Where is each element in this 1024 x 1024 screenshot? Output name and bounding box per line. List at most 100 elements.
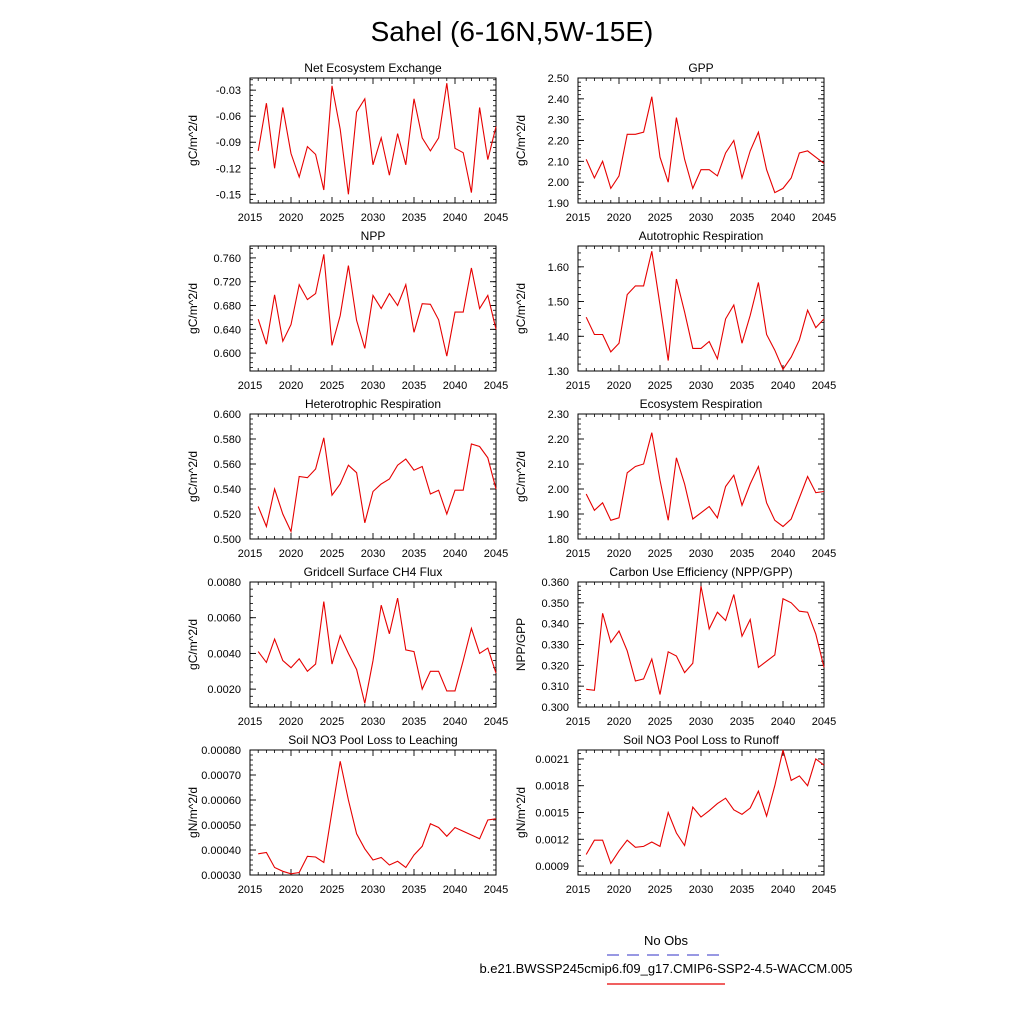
y-tick-label: 0.0012 — [535, 834, 569, 846]
y-axis-label: gC/m^2/d — [186, 451, 200, 502]
y-tick-label: 0.00040 — [201, 845, 241, 857]
chart-panel-8: Carbon Use Efficiency (NPP/GPP) NPP/GPP 20… — [514, 565, 836, 728]
x-tick-label: 2020 — [607, 548, 631, 560]
x-tick-label: 2020 — [607, 212, 631, 224]
y-tick-label: 0.350 — [541, 598, 569, 610]
x-tick-label: 2040 — [771, 716, 795, 728]
x-tick-label: 2035 — [730, 380, 754, 392]
chart-title: NPP — [361, 229, 386, 243]
x-tick-label: 2020 — [279, 716, 303, 728]
y-tick-label: 0.600 — [213, 348, 241, 360]
y-axis-label: gN/m^2/d — [186, 787, 200, 838]
y-tick-label: 0.00080 — [201, 745, 241, 757]
y-tick-label: 0.0020 — [207, 684, 241, 696]
x-tick-label: 2025 — [648, 884, 672, 896]
y-tick-label: 2.00 — [548, 484, 569, 496]
legend-model-label: b.e21.BWSSP245cmip6.f09_g17.CMIP6-SSP2-4… — [479, 961, 852, 976]
chart-panel-6: Ecosystem Respiration gC/m^2/d 2015 2020 202… — [514, 397, 836, 560]
x-tick-label: 2020 — [607, 716, 631, 728]
plot-frame — [249, 749, 497, 876]
x-tick-label: 2030 — [689, 212, 713, 224]
x-tick-label: 2020 — [607, 380, 631, 392]
y-tick-label: 0.0060 — [207, 613, 241, 625]
y-tick-label: -0.09 — [216, 137, 241, 149]
y-tick-label: 2.30 — [548, 409, 569, 421]
plot-frame — [249, 581, 497, 708]
x-tick-label: 2040 — [443, 716, 467, 728]
x-tick-label: 2030 — [361, 548, 385, 560]
x-tick-label: 2025 — [320, 212, 344, 224]
panel-grid: Net Ecosystem Exchange gC/m^2/d 2015 2020 20… — [186, 61, 836, 896]
x-tick-label: 2030 — [361, 716, 385, 728]
y-tick-label: 0.760 — [213, 253, 241, 265]
chart-panel-9: Soil NO3 Pool Loss to Leaching gN/m^2/d 20… — [186, 733, 508, 896]
y-tick-label: 2.20 — [548, 136, 569, 148]
series-line — [586, 586, 825, 695]
y-axis-label: gC/m^2/d — [186, 115, 200, 166]
y-tick-label: 0.0009 — [535, 861, 569, 873]
y-tick-label: 0.340 — [541, 619, 569, 631]
x-tick-label: 2035 — [402, 212, 426, 224]
y-tick-label: 1.60 — [548, 262, 569, 274]
x-tick-label: 2040 — [443, 212, 467, 224]
x-tick-label: 2035 — [730, 884, 754, 896]
x-tick-label: 2040 — [443, 548, 467, 560]
series-line — [585, 432, 825, 528]
y-tick-label: 1.90 — [548, 509, 569, 521]
x-tick-label: 2020 — [279, 380, 303, 392]
chart-title: Ecosystem Respiration — [640, 397, 763, 411]
y-tick-label: 0.720 — [213, 277, 241, 289]
y-tick-label: 0.00060 — [201, 795, 241, 807]
series-line — [585, 749, 825, 865]
chart-title: Carbon Use Efficiency (NPP/GPP) — [609, 565, 792, 579]
x-tick-label: 2015 — [566, 716, 590, 728]
y-tick-label: 2.20 — [548, 434, 569, 446]
x-tick-label: 2040 — [443, 884, 467, 896]
x-tick-label: 2025 — [320, 716, 344, 728]
y-axis-label: gC/m^2/d — [186, 619, 200, 670]
y-axis-label: gC/m^2/d — [514, 451, 528, 502]
x-tick-label: 2040 — [771, 212, 795, 224]
y-tick-label: 0.0018 — [535, 781, 569, 793]
chart-title: Heterotrophic Respiration — [305, 397, 441, 411]
x-tick-label: 2020 — [279, 212, 303, 224]
plot-frame — [249, 77, 497, 204]
x-tick-label: 2015 — [566, 884, 590, 896]
y-tick-label: 0.330 — [541, 640, 569, 652]
y-axis-label: gC/m^2/d — [514, 283, 528, 334]
plot-frame — [577, 413, 825, 540]
plot-frame — [577, 749, 825, 876]
x-tick-label: 2015 — [238, 884, 262, 896]
y-tick-label: 0.580 — [213, 434, 241, 446]
x-tick-label: 2015 — [566, 548, 590, 560]
x-tick-label: 2035 — [730, 548, 754, 560]
y-tick-label: 0.0080 — [207, 577, 241, 589]
y-tick-label: 2.30 — [548, 115, 569, 127]
y-axis-label: gC/m^2/d — [514, 115, 528, 166]
plot-frame — [577, 581, 825, 708]
y-tick-label: 0.360 — [541, 577, 569, 589]
x-tick-label: 2025 — [648, 380, 672, 392]
y-tick-label: 1.90 — [548, 198, 569, 210]
y-tick-label: 0.0015 — [535, 808, 569, 820]
x-tick-label: 2030 — [361, 212, 385, 224]
y-tick-label: 0.540 — [213, 484, 241, 496]
x-tick-label: 2045 — [484, 380, 508, 392]
y-tick-label: 0.640 — [213, 324, 241, 336]
legend: No Obs b.e21.BWSSP245cmip6.f09_g17.CMIP6… — [479, 933, 853, 985]
x-tick-label: 2015 — [238, 212, 262, 224]
x-tick-label: 2015 — [238, 380, 262, 392]
y-tick-label: 1.30 — [548, 366, 569, 378]
page-title: Sahel (6-16N,5W-15E) — [371, 16, 654, 47]
y-tick-label: 0.600 — [213, 409, 241, 421]
legend-obs-label: No Obs — [644, 933, 689, 948]
series-line — [257, 254, 497, 357]
chart-panel-1: Net Ecosystem Exchange gC/m^2/d 2015 2020 20… — [186, 61, 508, 224]
x-tick-label: 2015 — [566, 212, 590, 224]
y-tick-label: 0.00050 — [201, 820, 241, 832]
y-tick-label: -0.06 — [216, 111, 241, 123]
x-tick-label: 2020 — [279, 548, 303, 560]
y-tick-label: -0.12 — [216, 163, 241, 175]
chart-panel-7: Gridcell Surface CH4 Flux gC/m^2/d 2015 202… — [186, 565, 508, 728]
series-line — [257, 597, 497, 704]
